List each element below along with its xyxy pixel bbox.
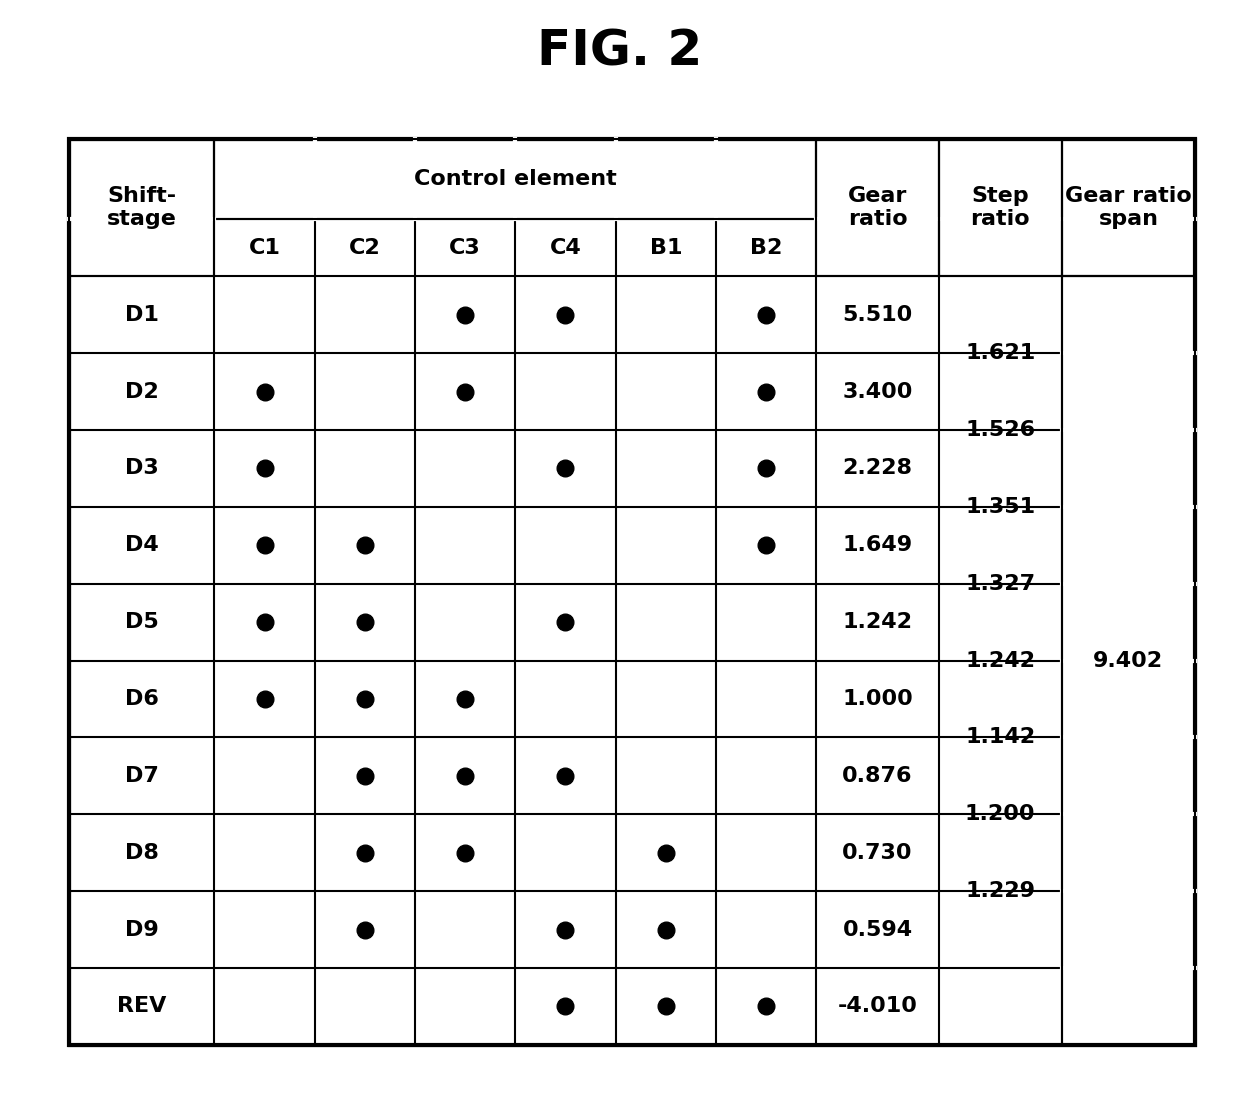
Text: D1: D1: [125, 304, 159, 324]
Text: 1.649: 1.649: [842, 536, 913, 556]
Text: Step
ratio: Step ratio: [971, 186, 1030, 229]
Text: 1.142: 1.142: [965, 727, 1035, 747]
Text: D3: D3: [125, 458, 159, 478]
Text: 1.351: 1.351: [965, 497, 1035, 517]
Text: D4: D4: [125, 536, 159, 556]
Text: C4: C4: [549, 238, 582, 258]
Text: D9: D9: [125, 920, 159, 940]
Text: 0.730: 0.730: [842, 842, 913, 862]
Text: 3.400: 3.400: [842, 382, 913, 402]
Text: 2.228: 2.228: [843, 458, 913, 478]
Text: 1.000: 1.000: [842, 689, 913, 710]
Text: B2: B2: [750, 238, 782, 258]
Text: FIG. 2: FIG. 2: [537, 27, 703, 75]
Text: 0.594: 0.594: [842, 920, 913, 940]
Text: Control element: Control element: [414, 169, 616, 189]
Text: 1.229: 1.229: [965, 881, 1035, 901]
Text: 0.876: 0.876: [842, 766, 913, 786]
Text: 1.621: 1.621: [965, 343, 1035, 363]
Text: Gear ratio
span: Gear ratio span: [1065, 186, 1192, 229]
Text: C1: C1: [248, 238, 280, 258]
Text: D7: D7: [125, 766, 159, 786]
Text: D8: D8: [125, 842, 159, 862]
Text: B1: B1: [650, 238, 682, 258]
Text: 1.242: 1.242: [965, 651, 1035, 671]
Text: -4.010: -4.010: [838, 996, 918, 1016]
Bar: [69, 139, 1195, 1045]
Text: 9.402: 9.402: [1094, 651, 1163, 671]
Text: 5.510: 5.510: [842, 304, 913, 324]
Text: 1.200: 1.200: [965, 805, 1035, 825]
Text: 1.526: 1.526: [965, 420, 1035, 441]
Text: C3: C3: [449, 238, 481, 258]
Text: 1.242: 1.242: [843, 612, 913, 632]
Text: 1.327: 1.327: [965, 573, 1035, 593]
Text: Shift-
stage: Shift- stage: [107, 186, 177, 229]
Bar: [69, 139, 1195, 1045]
Text: Gear
ratio: Gear ratio: [848, 186, 908, 229]
Text: REV: REV: [118, 996, 166, 1016]
Text: D2: D2: [125, 382, 159, 402]
Text: D5: D5: [125, 612, 159, 632]
Text: D6: D6: [125, 689, 159, 710]
Text: C2: C2: [348, 238, 381, 258]
